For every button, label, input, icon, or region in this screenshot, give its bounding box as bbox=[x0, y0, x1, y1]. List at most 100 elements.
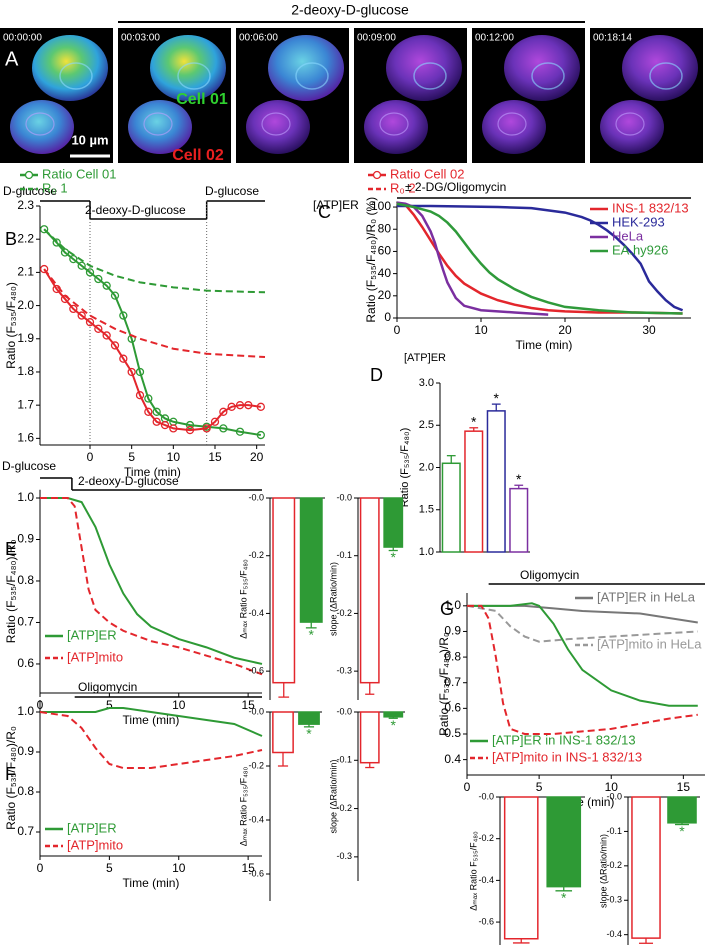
significance: * bbox=[494, 390, 500, 406]
nucleus bbox=[295, 62, 329, 90]
x-tick-label: 10 bbox=[605, 780, 619, 794]
y-tick-label: 1.0 bbox=[444, 598, 461, 612]
series-line bbox=[466, 604, 698, 643]
y-tick-label: 1.5 bbox=[419, 504, 434, 516]
series-marker bbox=[110, 291, 120, 300]
legend-label: [ATP]mito in INS-1 832/13 bbox=[492, 749, 642, 764]
y-tick-label: 0.7 bbox=[17, 824, 34, 838]
y-tick-label: 0.4 bbox=[444, 752, 461, 766]
y-axis-label: slope (ΔRatio/min) bbox=[328, 562, 338, 636]
series-marker bbox=[160, 420, 170, 430]
significance: * bbox=[471, 413, 477, 429]
y-axis-label: Ratio (F₅₃₅/F₄₈₀)/R₀ bbox=[4, 539, 18, 643]
series-marker bbox=[185, 420, 195, 430]
series-marker bbox=[219, 407, 228, 416]
cell-02 bbox=[128, 100, 192, 154]
series-marker bbox=[69, 304, 78, 314]
y-tick-label: -0.0 bbox=[248, 706, 264, 716]
y-tick-label: 0.7 bbox=[444, 675, 461, 689]
panel-letter: E bbox=[5, 539, 17, 559]
nucleus bbox=[413, 62, 447, 90]
y-axis-label: Ratio (F₅₃₅/F₄₈₀)/R₀ bbox=[437, 632, 451, 736]
series-marker bbox=[85, 318, 95, 327]
y-axis-label: Δₘₐₓ Ratio F₅₃₅/F₄₈₀ bbox=[238, 559, 248, 639]
nucleus bbox=[261, 112, 291, 136]
series-marker bbox=[244, 401, 253, 410]
series-marker bbox=[135, 391, 145, 400]
series-marker bbox=[202, 424, 211, 433]
x-tick-label: 10 bbox=[172, 861, 186, 875]
series-marker bbox=[40, 225, 49, 234]
stimulus-label: ± 2-DG/Oligomycin bbox=[405, 180, 506, 194]
y-tick-label: -0.1 bbox=[606, 826, 622, 836]
y-tick-label: 1.0 bbox=[419, 546, 434, 558]
legend-label: HeLa bbox=[612, 228, 644, 243]
nucleus bbox=[143, 112, 173, 136]
series-marker bbox=[102, 331, 111, 340]
significance: * bbox=[306, 726, 312, 742]
legend-label: [ATP]mito bbox=[67, 837, 123, 852]
y-tick-label: 20 bbox=[378, 288, 392, 302]
y-tick-label: 0.6 bbox=[17, 656, 34, 670]
cell-02 bbox=[482, 100, 546, 154]
series-line bbox=[40, 707, 263, 737]
y-tick-label: -0.6 bbox=[248, 666, 264, 676]
series-marker bbox=[185, 425, 195, 435]
nucleus bbox=[379, 112, 409, 136]
legend-label: EA.hy926 bbox=[612, 242, 668, 257]
legend-label: Ratio Cell 02 bbox=[390, 166, 464, 181]
y-tick-label: 80 bbox=[378, 221, 392, 235]
series-marker bbox=[110, 341, 120, 350]
cell-label: Cell 02 bbox=[172, 147, 224, 164]
series-marker bbox=[144, 407, 153, 416]
x-tick-label: 10 bbox=[474, 323, 488, 337]
y-axis-label: Δₘₐₓ Ratio F₅₃₅/F₄₈₀ bbox=[468, 831, 478, 911]
x-tick-label: 10 bbox=[167, 450, 181, 464]
y-tick-label: 0.5 bbox=[444, 726, 461, 740]
y-tick-label: 40 bbox=[378, 266, 392, 280]
series-line bbox=[397, 204, 684, 312]
y-tick-label: 2.1 bbox=[17, 265, 34, 279]
x-tick-label: 15 bbox=[241, 698, 255, 712]
y-tick-label: 60 bbox=[378, 244, 392, 258]
y-tick-label: 1.0 bbox=[17, 490, 34, 504]
series-marker bbox=[219, 424, 228, 433]
y-tick-label: -0.1 bbox=[336, 755, 352, 765]
y-axis-label: Δₘₐₓ Ratio F₅₃₅/F₄₈₀ bbox=[238, 766, 248, 846]
stimulus-label: D-glucose bbox=[3, 184, 57, 198]
series-line bbox=[467, 604, 698, 735]
cell-01 bbox=[504, 35, 580, 101]
bar bbox=[298, 711, 320, 725]
bar bbox=[272, 711, 294, 754]
y-tick-label: -0.0 bbox=[478, 791, 494, 801]
stimulus-label: D-glucose bbox=[205, 184, 259, 198]
series-marker bbox=[227, 402, 236, 411]
y-tick-label: 0.7 bbox=[17, 615, 34, 629]
series-marker bbox=[135, 367, 145, 377]
timestamp: 00:03:00 bbox=[121, 33, 160, 44]
cell-02 bbox=[364, 100, 428, 154]
panel-letter: A bbox=[5, 48, 19, 70]
x-tick-label: 0 bbox=[464, 780, 471, 794]
cell-01 bbox=[622, 35, 698, 101]
y-axis-label: Ratio (F₅₃₅/F₄₈₀)/R₀ bbox=[4, 726, 18, 830]
bar bbox=[631, 796, 661, 939]
series-marker bbox=[52, 238, 61, 247]
x-tick-label: 30 bbox=[642, 323, 656, 337]
y-tick-label: -0.2 bbox=[336, 803, 352, 813]
series-marker bbox=[235, 427, 245, 436]
series-marker bbox=[127, 367, 136, 377]
y-axis-label: Ratio (F₅₃₅/F₄₈₀) bbox=[4, 282, 18, 369]
cell-02 bbox=[600, 100, 664, 154]
nucleus bbox=[25, 112, 55, 136]
series-line bbox=[396, 201, 549, 316]
y-tick-label: 1.0 bbox=[17, 704, 34, 718]
y-axis-label: slope (ΔRatio/min) bbox=[598, 834, 608, 908]
x-axis-label: Time (min) bbox=[123, 876, 180, 890]
series-marker bbox=[256, 430, 265, 440]
legend-label: [ATP]mito in HeLa bbox=[597, 636, 702, 651]
series-line bbox=[39, 711, 263, 769]
y-axis-label: slope (ΔRatio/min) bbox=[328, 759, 338, 833]
nucleus bbox=[649, 62, 683, 90]
panel-letter: D bbox=[370, 365, 383, 385]
